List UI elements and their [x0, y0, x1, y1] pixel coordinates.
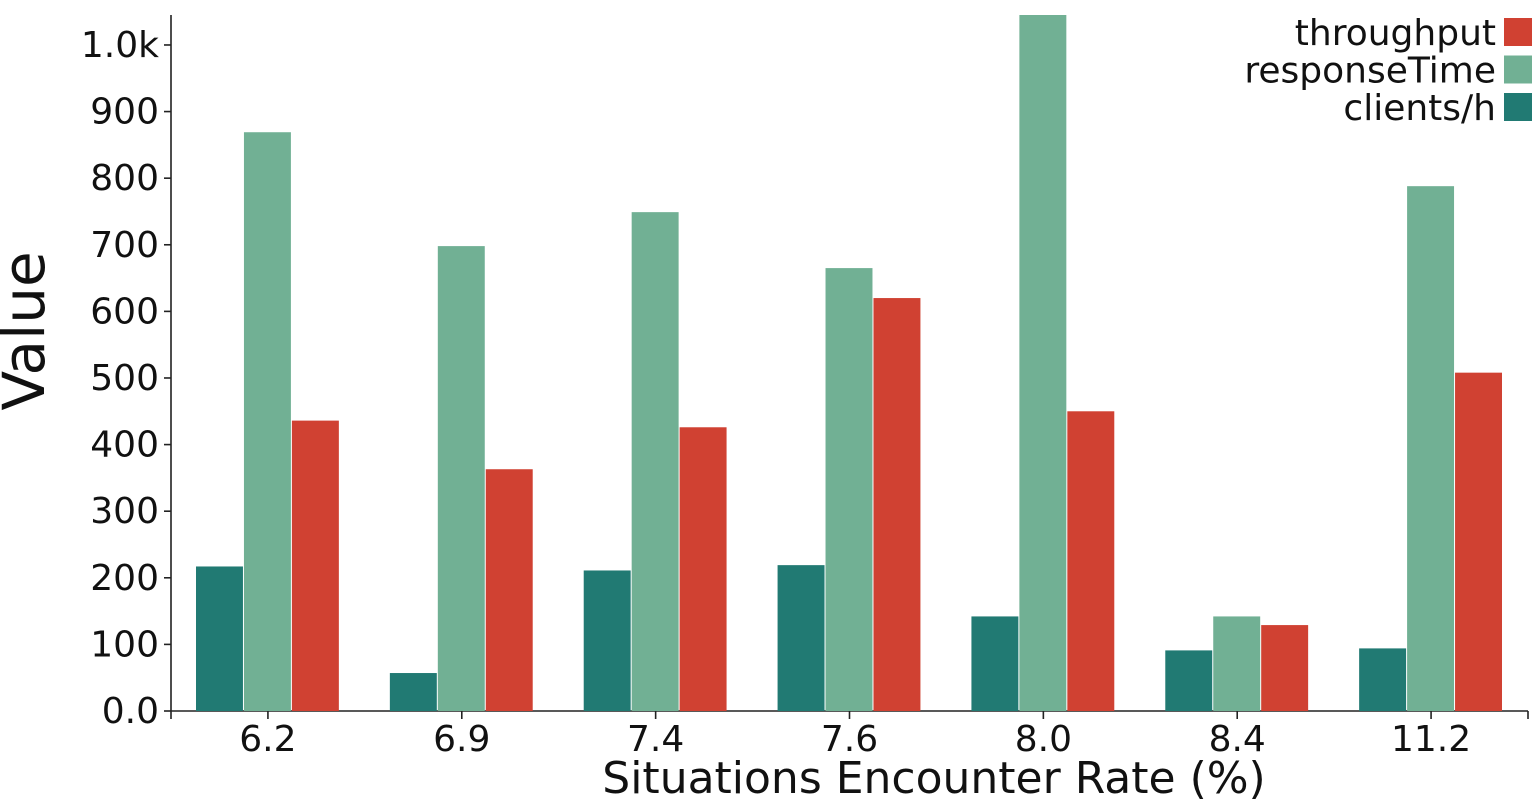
y-tick-label: 300 [90, 491, 159, 532]
x-tick-label: 7.6 [821, 719, 878, 760]
x-tick-label: 8.4 [1209, 719, 1266, 760]
legend-swatch [1504, 55, 1532, 84]
legend-swatch [1504, 93, 1532, 121]
y-axis: 0.0 100 200 300 400 500 600 700 800 900 1.0k [81, 15, 172, 732]
y-tick-label: 400 [90, 425, 159, 466]
bar-clients-h-8-4 [1165, 650, 1213, 711]
bar-responsetime-11-2 [1407, 186, 1455, 711]
y-tick-label: 100 [90, 624, 159, 665]
bar-clients-h-6-2 [196, 566, 243, 711]
y-tick-label: 800 [90, 158, 159, 199]
bar-throughput-11-2 [1455, 372, 1502, 711]
y-tick-label: 0.0 [102, 691, 159, 732]
bars [196, 15, 1502, 711]
x-tick-label: 11.2 [1391, 719, 1471, 760]
bar-responsetime-8-4 [1213, 616, 1261, 711]
y-tick-label: 200 [90, 558, 159, 599]
legend-swatch [1504, 18, 1532, 46]
legend-label: throughput [1295, 13, 1496, 54]
bar-clients-h-7-6 [777, 565, 825, 711]
y-tick-label: 1.0k [81, 25, 159, 66]
legend-label: responseTime [1244, 51, 1496, 92]
x-tick-label: 6.2 [239, 719, 296, 760]
y-tick-label: 900 [90, 92, 159, 133]
bar-throughput-7-4 [679, 427, 727, 711]
bar-responsetime-6-9 [437, 246, 485, 711]
bar-throughput-8-4 [1261, 625, 1309, 711]
x-axis-title: Situations Encounter Rate (%) [602, 753, 1265, 801]
x-tick-label: 6.9 [433, 719, 490, 760]
bar-throughput-8-0 [1067, 411, 1115, 711]
bar-responsetime-7-4 [631, 212, 679, 711]
y-tick-label: 700 [90, 225, 159, 266]
bar-clients-h-6-9 [389, 673, 437, 711]
bar-clients-h-8-0 [971, 616, 1019, 711]
x-tick-label: 8.0 [1015, 719, 1072, 760]
legend-label: clients/h [1343, 88, 1496, 129]
bar-throughput-7-6 [873, 298, 921, 711]
bar-responsetime-7-6 [825, 268, 873, 711]
bar-throughput-6-9 [485, 469, 533, 711]
bar-responsetime-8-0 [1019, 15, 1067, 711]
bar-throughput-6-2 [291, 420, 339, 711]
y-tick-label: 600 [90, 291, 159, 332]
y-tick-label: 500 [90, 358, 159, 399]
y-axis-title: Value [0, 251, 58, 410]
bar-clients-h-11-2 [1359, 648, 1407, 711]
bar-clients-h-7-4 [583, 570, 631, 711]
bar-responsetime-6-2 [243, 132, 291, 711]
x-tick-label: 7.4 [627, 719, 684, 760]
